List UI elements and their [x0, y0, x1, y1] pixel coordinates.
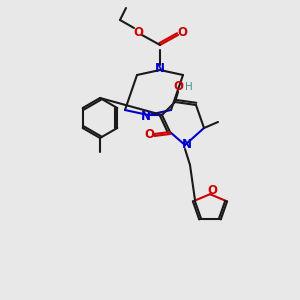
Text: O: O: [207, 184, 217, 197]
Text: H: H: [185, 82, 193, 92]
Text: N: N: [155, 62, 165, 76]
Text: O: O: [133, 26, 143, 38]
Text: O: O: [177, 26, 187, 38]
Text: O: O: [173, 80, 183, 94]
Text: N: N: [141, 110, 151, 122]
Text: O: O: [144, 128, 154, 140]
Text: N: N: [182, 139, 192, 152]
